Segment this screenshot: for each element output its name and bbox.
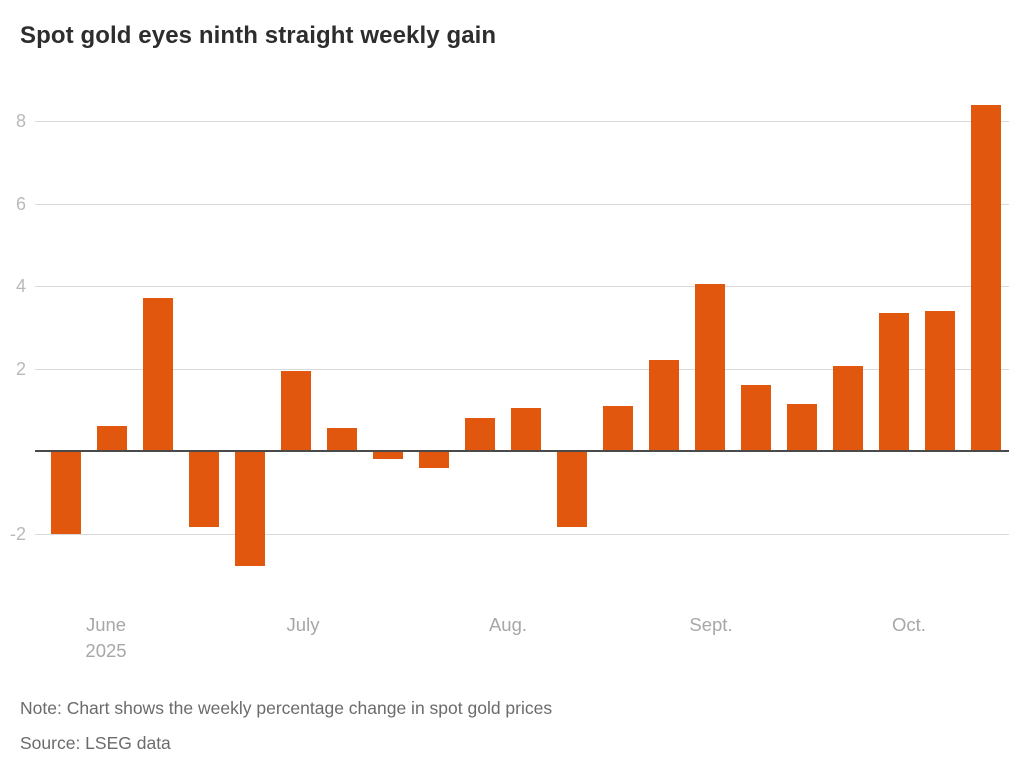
bar [373, 451, 403, 459]
bar [327, 428, 357, 451]
y-tick-label: 8 [15, 111, 26, 131]
bar [143, 298, 173, 451]
month-label: Oct. [892, 614, 926, 635]
gridline [35, 204, 1009, 205]
gridline [35, 121, 1009, 122]
bar [879, 313, 909, 451]
bar [97, 426, 127, 451]
chart-source: Source: LSEG data [20, 733, 171, 753]
bar [235, 451, 265, 566]
gridline [35, 286, 1009, 287]
bar [603, 406, 633, 451]
bar [281, 371, 311, 451]
gridline [35, 534, 1009, 535]
y-tick-label: -2 [9, 524, 26, 544]
bar [51, 451, 81, 534]
y-tick-label: 6 [15, 194, 26, 214]
bar [971, 105, 1001, 452]
bar [465, 418, 495, 451]
month-label: Aug. [488, 614, 528, 635]
bar [695, 284, 725, 451]
plot-area: 8 6 4 2 -2 June 2025 July Aug. Sept. Oct. [9, 105, 1009, 661]
bar [189, 451, 219, 527]
month-label: Sept. [689, 614, 733, 635]
chart-title: Spot gold eyes ninth straight weekly gai… [20, 22, 497, 49]
bar [787, 404, 817, 451]
y-tick-label: 2 [15, 359, 26, 379]
bar [741, 385, 771, 451]
month-label: July [286, 614, 320, 635]
bar [833, 366, 863, 451]
bar [419, 451, 449, 468]
gridline [35, 369, 1009, 370]
month-label: June 2025 [36, 612, 176, 664]
zero-axis-line [35, 450, 1009, 452]
bar [557, 451, 587, 527]
bar [925, 311, 955, 451]
chart-note: Note: Chart shows the weekly percentage … [20, 698, 553, 718]
month-sublabel: 2025 [85, 640, 127, 661]
bar [511, 408, 541, 451]
bar [649, 360, 679, 451]
y-tick-label: 4 [15, 276, 26, 296]
